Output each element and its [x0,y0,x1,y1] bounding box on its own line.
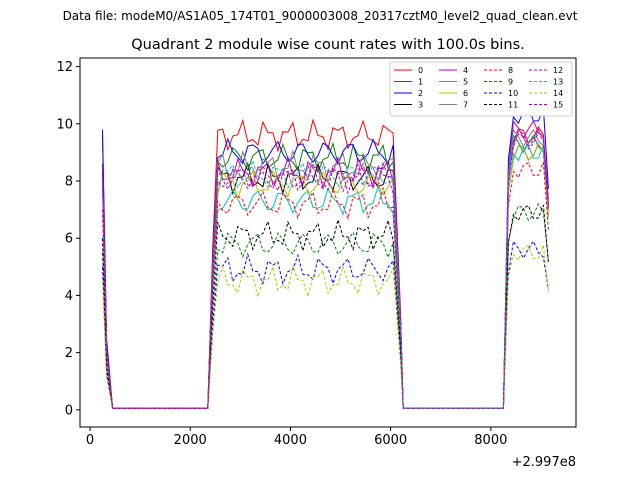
y-tick-label: 2 [65,346,73,361]
legend-label: 1 [418,78,423,87]
legend-label: 0 [418,66,423,75]
legend-label: 5 [463,78,468,87]
plot-area [80,58,576,427]
legend-label: 10 [508,89,518,98]
legend-label: 13 [553,78,563,87]
legend-label: 14 [553,89,563,98]
series-lines [102,107,549,409]
legend-label: 6 [463,89,468,98]
chart-title: Quadrant 2 module wise count rates with … [131,37,525,53]
y-tick-label: 8 [65,175,73,190]
legend-label: 9 [508,78,513,87]
legend-label: 7 [463,101,468,110]
x-tick-label: 6000 [374,433,407,448]
x-offset-label: +2.997e8 [512,455,576,470]
y-axis: 0 2 4 6 8 10 12 [56,60,80,418]
legend-label: 11 [508,101,518,110]
legend-label: 12 [553,66,563,75]
x-tick-label: 2000 [174,433,207,448]
legend-label: 3 [418,101,423,110]
series-line-15 [102,131,549,409]
legend-label: 8 [508,66,513,75]
series-line-11 [102,204,549,409]
y-tick-label: 4 [65,289,73,304]
chart-suptitle: Data file: modeM0/AS1A05_174T01_90000030… [63,9,578,23]
plot-frame [79,57,577,428]
series-line-14 [102,244,549,409]
y-tick-label: 10 [56,117,73,132]
x-tick-label: 4000 [274,433,307,448]
x-tick-label: 8000 [474,433,507,448]
legend-label: 4 [463,66,468,75]
y-tick-label: 12 [56,60,73,75]
x-tick-label: 0 [86,433,94,448]
y-tick-label: 6 [65,232,73,247]
legend-label: 2 [418,89,423,98]
y-tick-label: 0 [65,403,73,418]
legend-box [389,61,573,117]
legend-label: 15 [553,101,563,110]
x-axis: 0 2000 4000 6000 8000 [86,427,507,448]
